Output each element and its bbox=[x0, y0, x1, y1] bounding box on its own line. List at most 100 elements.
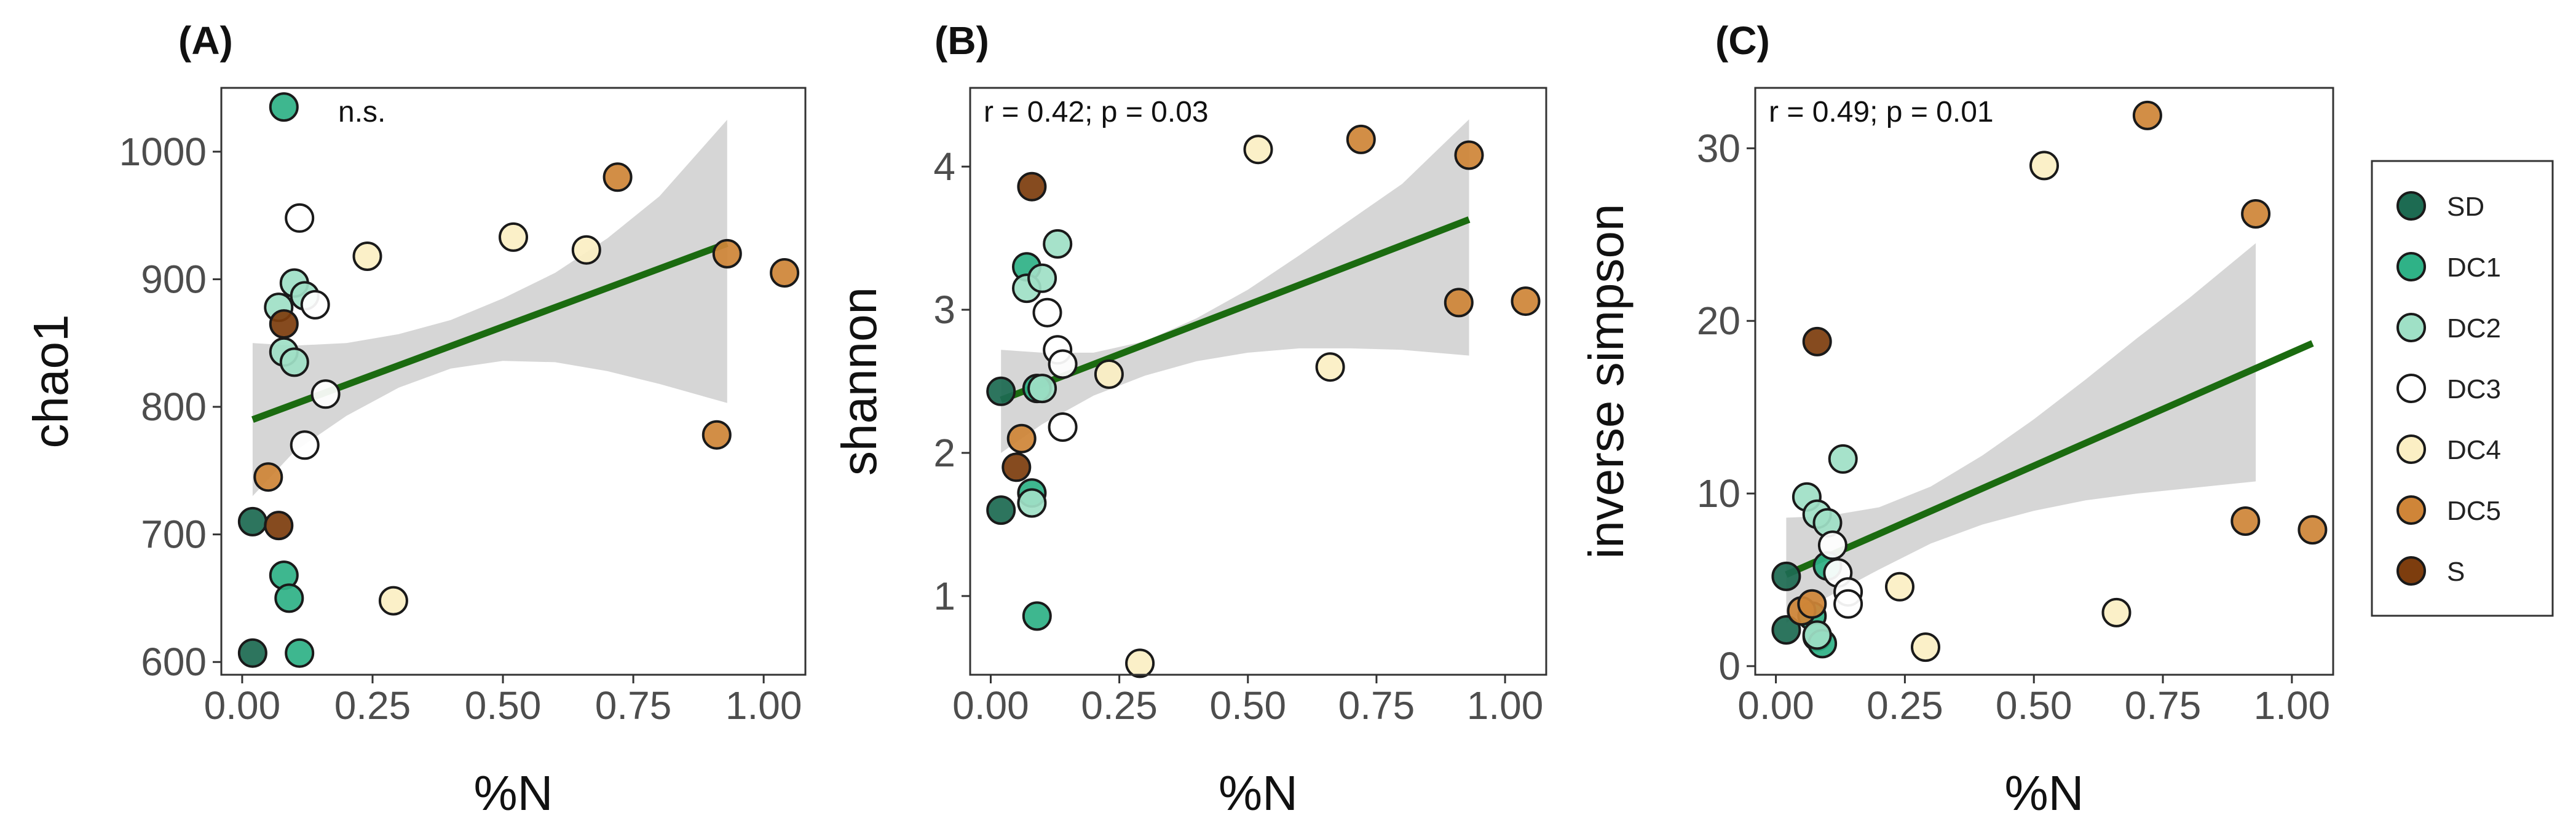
regression-line bbox=[1785, 340, 2314, 578]
data-point-dc3 bbox=[1032, 297, 1062, 328]
panel-label: (A) bbox=[178, 18, 233, 63]
y-tick-label: 30 bbox=[1697, 126, 1740, 170]
y-tick-label: 3 bbox=[933, 288, 955, 332]
data-point-dc3 bbox=[310, 379, 341, 409]
data-point-dc4 bbox=[352, 242, 382, 271]
data-point-sd bbox=[1771, 561, 1801, 591]
y-tick-label: 900 bbox=[141, 257, 207, 301]
legend-item-dc2: DC2 bbox=[2396, 313, 2501, 344]
data-point-dc4 bbox=[378, 586, 408, 616]
y-axis-title: shannon bbox=[832, 287, 887, 476]
y-tick-label: 700 bbox=[141, 513, 207, 557]
x-tick-label: 0.25 bbox=[1081, 683, 1158, 728]
data-point-s bbox=[1002, 452, 1032, 482]
x-tick-label: 1.00 bbox=[725, 683, 802, 728]
data-point-dc4 bbox=[1911, 632, 1940, 662]
stat-annotation: r = 0.42; p = 0.03 bbox=[984, 96, 1209, 128]
data-point-dc5 bbox=[1444, 288, 1474, 318]
regression-line bbox=[1000, 216, 1471, 403]
data-point-s bbox=[1017, 171, 1047, 202]
legend-item-dc1: DC1 bbox=[2396, 252, 2501, 283]
data-point-dc4 bbox=[2101, 597, 2132, 627]
data-point-dc5 bbox=[1511, 286, 1541, 316]
panel-label: (B) bbox=[934, 18, 989, 63]
data-point-dc1 bbox=[269, 92, 299, 122]
data-point-s bbox=[264, 511, 294, 541]
x-tick-label: 0.25 bbox=[334, 683, 411, 728]
data-point-dc1 bbox=[285, 638, 315, 668]
y-tick-label: 1 bbox=[933, 574, 955, 618]
legend-item-dc3: DC3 bbox=[2396, 374, 2501, 404]
legend-label: SD bbox=[2447, 192, 2484, 222]
data-point-dc3 bbox=[1048, 412, 1078, 442]
y-tick-label: 20 bbox=[1697, 299, 1740, 343]
legend-key-sd bbox=[2396, 191, 2426, 221]
x-tick-label: 0.25 bbox=[1867, 683, 1943, 728]
legend-key-dc2 bbox=[2396, 313, 2426, 342]
y-axis-title: chao1 bbox=[23, 315, 78, 449]
data-point-dc5 bbox=[2241, 199, 2271, 229]
data-point-dc5 bbox=[1346, 124, 1376, 154]
panel-c: 0.00 0.25 0.50 0.75 1.00 0 10 20 30 %N inverse sim… bbox=[1579, 18, 2334, 820]
legend-item-sd: SD bbox=[2396, 191, 2484, 222]
legend-item-dc5: DC5 bbox=[2396, 495, 2501, 526]
legend-item-dc4: DC4 bbox=[2396, 434, 2501, 465]
x-tick-label: 1.00 bbox=[2254, 683, 2331, 728]
data-point-dc4 bbox=[1094, 359, 1124, 389]
plot-border bbox=[1754, 87, 2334, 676]
x-tick-label: 1.00 bbox=[1467, 683, 1544, 728]
legend-label: DC4 bbox=[2447, 435, 2501, 465]
stat-annotation: r = 0.49; p = 0.01 bbox=[1769, 96, 1994, 128]
x-tick-label: 0.75 bbox=[2125, 683, 2202, 728]
legend-key-s bbox=[2396, 556, 2426, 586]
x-tick-label: 0.50 bbox=[465, 683, 542, 728]
confidence-ribbon bbox=[252, 119, 727, 497]
y-tick-label: 800 bbox=[141, 385, 207, 429]
data-point-dc4 bbox=[1243, 135, 1273, 165]
legend-label: S bbox=[2447, 557, 2465, 587]
data-point-sd bbox=[986, 495, 1016, 525]
legend-key-dc5 bbox=[2396, 495, 2426, 525]
data-point-s bbox=[1802, 326, 1832, 356]
data-point-dc2 bbox=[1027, 263, 1057, 293]
panel-b: 0.00 0.25 0.50 0.75 1.00 1 2 3 4 %N shannon (B) r = … bbox=[832, 18, 1547, 820]
legend: SD DC1 DC2 DC3 DC4 DC5 S bbox=[2371, 160, 2554, 617]
x-axis-title: %N bbox=[2005, 766, 2084, 820]
legend-label: DC5 bbox=[2447, 496, 2501, 526]
data-point-dc3 bbox=[1833, 589, 1863, 619]
y-tick-label: 0 bbox=[1718, 644, 1740, 688]
data-point-dc4 bbox=[2029, 151, 2059, 181]
confidence-ribbon bbox=[1786, 243, 2256, 623]
legend-label: DC2 bbox=[2447, 313, 2501, 344]
y-tick-label: 600 bbox=[141, 640, 207, 684]
data-point-dc5 bbox=[253, 462, 283, 492]
legend-key-dc4 bbox=[2396, 434, 2426, 464]
panel-a: 0.00 0.25 0.50 0.75 1.00 600 700 800 900 1000 %N ch… bbox=[23, 18, 807, 820]
data-point-dc2 bbox=[1017, 488, 1047, 518]
data-point-dc3 bbox=[1048, 349, 1078, 379]
data-point-dc5 bbox=[1454, 140, 1484, 170]
y-tick-label: 2 bbox=[933, 431, 955, 475]
data-point-dc2 bbox=[1027, 374, 1057, 404]
data-point-dc5 bbox=[2297, 515, 2328, 545]
data-point-dc5 bbox=[1006, 423, 1037, 454]
data-point-dc5 bbox=[1797, 589, 1827, 619]
stat-annotation: n.s. bbox=[338, 96, 385, 128]
data-point-sd bbox=[986, 376, 1016, 406]
data-point-dc1 bbox=[1022, 601, 1052, 631]
data-point-dc2 bbox=[1828, 444, 1858, 474]
legend-key-dc3 bbox=[2396, 374, 2426, 403]
data-point-dc5 bbox=[2230, 506, 2261, 536]
legend-key-dc1 bbox=[2396, 252, 2426, 281]
legend-label: DC3 bbox=[2447, 374, 2501, 404]
legend-items: SD DC1 DC2 DC3 DC4 DC5 S bbox=[2396, 191, 2501, 587]
data-point-sd bbox=[237, 506, 267, 536]
data-point-sd bbox=[1771, 615, 1801, 645]
data-point-dc5 bbox=[712, 238, 742, 269]
data-point-dc1 bbox=[274, 583, 304, 613]
panel-label: (C) bbox=[1715, 18, 1770, 63]
plot-border bbox=[220, 87, 807, 676]
data-point-dc2 bbox=[279, 347, 309, 377]
